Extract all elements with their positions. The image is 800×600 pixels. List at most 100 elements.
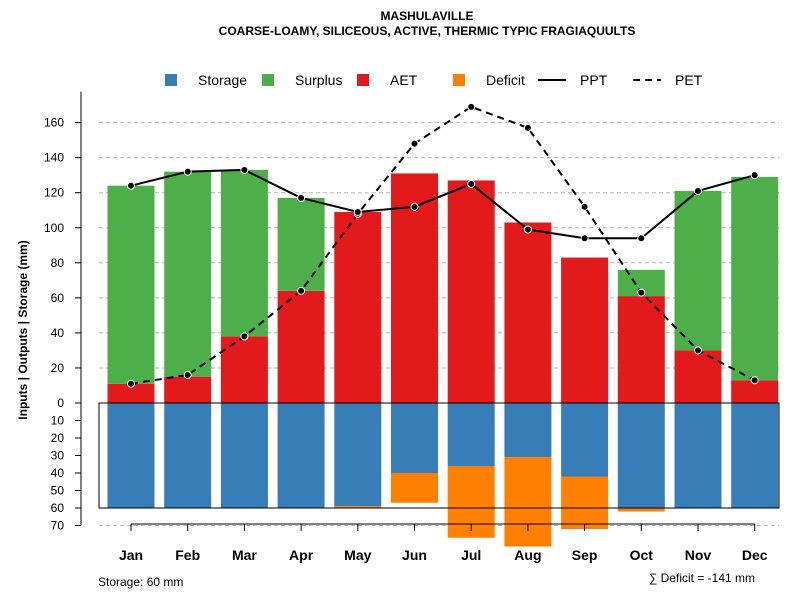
y-tick-label-bottom-70: 70	[51, 519, 65, 533]
bar-aet-May	[334, 211, 382, 403]
bar-aet-Oct	[617, 296, 665, 403]
ppt-point-Apr	[297, 193, 306, 202]
x-tick-label-Jun: Jun	[402, 547, 427, 563]
bar-aet-Nov	[674, 350, 722, 403]
y-tick-label-top-160: 160	[44, 116, 64, 130]
pet-point-Feb	[183, 370, 192, 379]
bar-surplus-Nov	[674, 190, 722, 351]
legend-label-storage: Storage	[198, 72, 247, 88]
y-tick-label-top-120: 120	[44, 186, 64, 200]
pet-point-Mar	[240, 332, 249, 341]
ppt-point-Jul	[467, 179, 476, 188]
legend-label-pet: PET	[675, 72, 703, 88]
x-tick-label-Feb: Feb	[175, 547, 200, 563]
pet-point-Jun	[410, 139, 419, 148]
pet-point-Nov	[694, 346, 702, 355]
chart-title: MASHULAVILLE	[380, 9, 473, 23]
ppt-point-Dec	[750, 171, 759, 180]
pet-point-Dec	[750, 376, 759, 385]
y-tick-label-bottom-60: 60	[51, 501, 65, 515]
legend-swatch-storage	[165, 74, 177, 86]
ppt-point-Sep	[580, 234, 589, 243]
x-tick-label-May: May	[344, 547, 371, 563]
chart-subtitle: COARSE-LOAMY, SILICEOUS, ACTIVE, THERMIC…	[219, 24, 636, 38]
pet-point-Apr	[297, 286, 306, 295]
ppt-line	[130, 168, 755, 240]
storage-capacity-frame	[98, 402, 780, 509]
ppt-point-Oct	[637, 234, 646, 243]
bar-storage-Jul	[447, 403, 495, 466]
y-tick-label-top-0: 0	[57, 396, 64, 410]
x-tick-label-Aug: Aug	[514, 547, 541, 563]
bar-aet-Apr	[277, 290, 325, 403]
pet-point-Aug	[523, 123, 532, 132]
x-tick-label-Oct: Oct	[630, 547, 654, 563]
x-tick-label-Mar: Mar	[232, 547, 257, 563]
series-lines	[127, 102, 759, 388]
bar-deficit-Jun	[391, 473, 438, 503]
ppt-point-Aug	[523, 225, 532, 234]
bars	[98, 169, 780, 547]
y-tick-label-top-100: 100	[44, 221, 64, 235]
y-tick-label-bottom-30: 30	[51, 449, 65, 463]
ppt-point-Feb	[183, 167, 192, 176]
y-tick-label-bottom-20: 20	[51, 431, 65, 445]
ppt-point-May	[353, 207, 362, 216]
bar-storage-Jan	[107, 403, 155, 508]
legend-label-deficit: Deficit	[486, 72, 525, 88]
bar-storage-Aug	[504, 403, 552, 458]
axes: 0 20 40 60 80 100 120 140 160 10 20 30 40 50 60 70 Jan Fe…	[44, 91, 768, 563]
ppt-point-Jun	[410, 202, 419, 211]
y-axis-label: Inputs | Outputs | Storage (mm)	[16, 240, 30, 419]
bar-storage-Nov	[674, 403, 722, 508]
x-tick-label-Jan: Jan	[119, 547, 143, 563]
bar-storage-Oct	[617, 403, 665, 508]
y-tick-label-bottom-10: 10	[51, 414, 65, 428]
bar-surplus-Feb	[164, 171, 212, 377]
pet-point-Sep	[580, 202, 589, 211]
legend-label-surplus: Surplus	[295, 72, 342, 88]
bar-aet-Jan	[107, 383, 155, 403]
bar-aet-Jul	[447, 180, 495, 403]
x-tick-label-Dec: Dec	[742, 547, 768, 563]
bar-aet-Jun	[391, 173, 438, 403]
bar-storage-Dec	[731, 403, 779, 508]
bar-aet-Feb	[164, 376, 212, 403]
bar-storage-Apr	[277, 403, 325, 508]
bar-storage-Mar	[220, 403, 268, 508]
legend-swatch-deficit	[453, 74, 465, 86]
deficit-note: ∑ Deficit = -141 mm	[649, 571, 755, 585]
y-tick-label-top-40: 40	[51, 326, 65, 340]
bar-surplus-Dec	[731, 176, 779, 381]
bar-storage-May	[334, 403, 382, 507]
bar-storage-Jun	[391, 403, 438, 473]
y-tick-label-bottom-50: 50	[51, 484, 65, 498]
pet-point-Jan	[127, 379, 135, 388]
legend-label-aet: AET	[390, 72, 418, 88]
bar-deficit-Oct	[617, 508, 665, 512]
ppt-point-Mar	[240, 165, 249, 174]
bar-aet-Aug	[504, 222, 552, 403]
ppt-point-Jan	[127, 181, 135, 190]
bar-deficit-May	[334, 506, 382, 508]
y-tick-label-top-80: 80	[51, 256, 65, 270]
x-tick-label-Sep: Sep	[572, 547, 598, 563]
y-tick-label-top-60: 60	[51, 291, 65, 305]
bar-deficit-Sep	[561, 476, 609, 529]
legend: Storage Surplus AET Deficit PPT PET	[165, 72, 703, 88]
bar-surplus-Jan	[107, 185, 155, 384]
pet-point-Oct	[637, 288, 646, 297]
bar-aet-Sep	[561, 257, 609, 403]
x-tick-label-Nov: Nov	[685, 547, 712, 563]
x-tick-label-Jul: Jul	[461, 547, 481, 563]
y-tick-label-top-140: 140	[44, 151, 64, 165]
y-tick-label-bottom-40: 40	[51, 466, 65, 480]
legend-label-ppt: PPT	[580, 72, 608, 88]
bar-aet-Mar	[220, 336, 268, 403]
storage-note: Storage: 60 mm	[98, 575, 183, 589]
legend-swatch-aet	[357, 74, 369, 86]
bar-storage-Feb	[164, 403, 212, 508]
bar-aet-Dec	[731, 380, 779, 403]
y-tick-label-top-20: 20	[51, 361, 65, 375]
bar-deficit-Aug	[504, 457, 552, 547]
